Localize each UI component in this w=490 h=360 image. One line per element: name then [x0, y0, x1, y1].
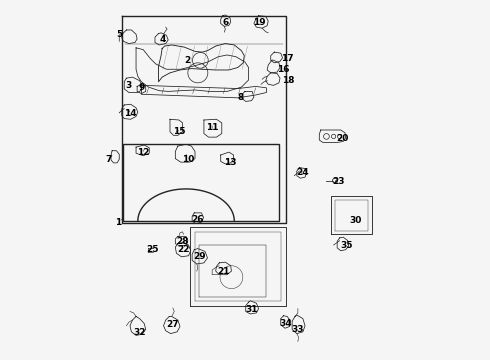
- Text: 21: 21: [218, 267, 230, 276]
- Text: 16: 16: [277, 66, 290, 75]
- Text: 26: 26: [192, 215, 204, 224]
- Text: 18: 18: [282, 76, 294, 85]
- Text: 20: 20: [336, 134, 348, 143]
- Text: 8: 8: [238, 93, 244, 102]
- Text: 22: 22: [177, 245, 190, 254]
- Text: 29: 29: [193, 252, 206, 261]
- Text: 28: 28: [176, 237, 189, 246]
- Text: 17: 17: [281, 54, 294, 63]
- Text: 19: 19: [253, 18, 266, 27]
- Text: 35: 35: [341, 240, 353, 249]
- Text: 23: 23: [332, 177, 345, 186]
- Text: 12: 12: [137, 148, 149, 157]
- Text: 31: 31: [245, 305, 258, 314]
- Text: 7: 7: [105, 155, 112, 164]
- Text: 30: 30: [349, 216, 362, 225]
- Text: 6: 6: [222, 18, 228, 27]
- Text: 24: 24: [296, 168, 309, 177]
- Text: 2: 2: [185, 56, 191, 65]
- Text: 4: 4: [160, 36, 166, 45]
- Text: 9: 9: [138, 83, 145, 92]
- Text: 27: 27: [167, 320, 179, 329]
- Text: 14: 14: [123, 109, 136, 118]
- Text: 13: 13: [224, 158, 237, 167]
- Text: 5: 5: [116, 30, 122, 39]
- Text: 15: 15: [172, 127, 185, 136]
- Text: 32: 32: [133, 328, 146, 337]
- Text: 3: 3: [126, 81, 132, 90]
- Text: 1: 1: [115, 219, 122, 228]
- Text: 34: 34: [280, 319, 293, 328]
- Text: 10: 10: [182, 155, 194, 164]
- Text: 25: 25: [146, 245, 158, 254]
- Text: 33: 33: [292, 325, 304, 334]
- Text: 11: 11: [206, 123, 219, 132]
